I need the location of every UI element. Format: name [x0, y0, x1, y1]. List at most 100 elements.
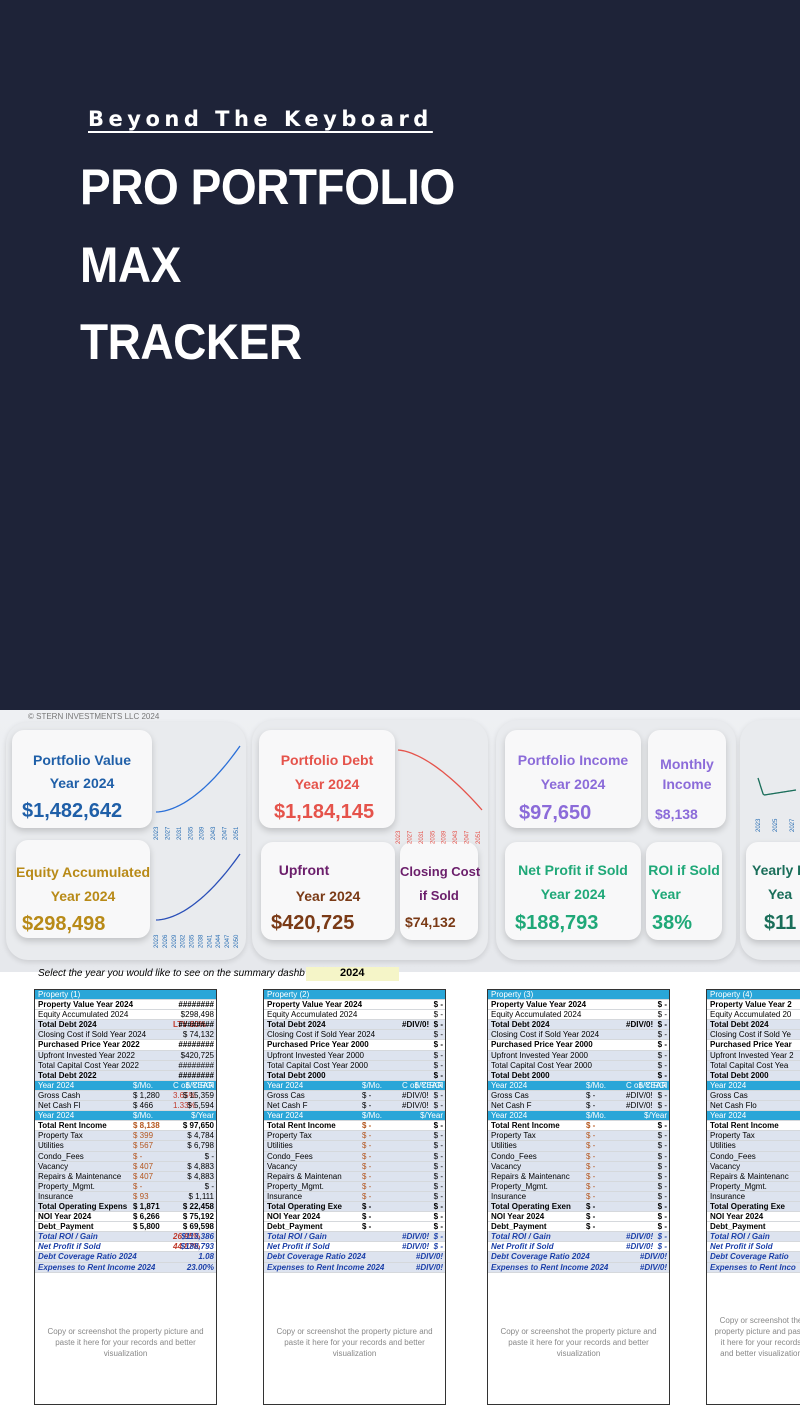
property-card-4[interactable]: Property (4) Property Value Year 2 Equity …: [706, 989, 800, 1405]
table-cell: $/Mo.: [133, 1080, 154, 1090]
table-cell: 3.65%: [173, 1090, 196, 1100]
card-upfront[interactable]: Upfront Year 2024 $420,725: [261, 842, 395, 940]
year-tick-label: 2035: [430, 830, 436, 844]
property-card-2[interactable]: Property (2) Property Value Year 2024 $ -E…: [263, 989, 446, 1405]
dashboard-group-value: Portfolio Value Year 2024 $1,482,642 Equ…: [6, 722, 246, 960]
table-cell: Closing Cost if Sold Year 2024: [491, 1030, 600, 1040]
card-equity[interactable]: Equity Accumulated Year 2024 $298,498: [16, 840, 150, 938]
card-net-profit[interactable]: Net Profit if Sold Year 2024 $188,793: [505, 842, 641, 940]
table-cell: Total Debt 2024: [267, 1020, 326, 1030]
table-row: Upfront Invested Year 2000 $ -: [264, 1050, 445, 1061]
table-row: Property Tax $ 399 $ 4,784: [35, 1131, 216, 1142]
card-title-2: if Sold: [419, 888, 459, 903]
table-cell: $ 399: [133, 1131, 154, 1141]
table-row: Debt Coverage Ratio 2024 1.08: [35, 1252, 216, 1263]
table-cell: Utilities: [267, 1141, 293, 1151]
table-row: Year 2024 $/Mo. C on C ROI $/YEAR: [264, 1080, 445, 1091]
property-name-header: Property (4): [707, 990, 800, 1001]
table-cell: Property Tax: [38, 1131, 83, 1141]
table-cell: $ -: [586, 1131, 596, 1141]
table-cell: $ 407: [133, 1161, 154, 1171]
table-cell: Year 2024: [38, 1111, 75, 1121]
card-portfolio-income[interactable]: Portfolio Income Year 2024 $97,650: [505, 730, 641, 828]
table-cell: Vacancy: [267, 1161, 298, 1171]
table-cell: Debt Coverage Ratio 2024: [38, 1252, 137, 1262]
table-row: Condo_Fees $ - $ -: [488, 1151, 669, 1162]
year-tick-label: 2031: [177, 826, 183, 840]
table-cell: $ 6,266: [133, 1212, 160, 1222]
table-row: Property_Mgmt. $ - $ -: [35, 1181, 216, 1192]
card-value: $420,725: [271, 912, 355, 934]
table-cell: Total ROI / Gain: [710, 1232, 770, 1242]
card-monthly-income[interactable]: Monthly Income $8,138: [648, 730, 726, 828]
table-row: Purchased Price Year 2000 $ -: [264, 1040, 445, 1051]
property-card-1[interactable]: Property (1) Property Value Year 2024 ####…: [34, 989, 217, 1405]
table-row: Net Profit if Sold 44.87% $188,793: [35, 1242, 216, 1253]
table-cell: $ 4,883: [187, 1171, 214, 1181]
table-cell: Insurance: [267, 1191, 303, 1201]
table-cell: ########: [178, 1070, 214, 1080]
card-portfolio-debt[interactable]: Portfolio Debt Year 2024 $1,184,145: [259, 730, 395, 828]
card-closing-cost[interactable]: Closing Cost if Sold $74,132: [400, 842, 480, 940]
table-row: Property_Mgmt. $ - $ -: [264, 1181, 445, 1192]
table-row: Closing Cost if Sold Year 2024 $ -: [488, 1030, 669, 1041]
year-select-input[interactable]: 2024: [306, 967, 399, 981]
table-cell: Expenses to Rent Income 2024: [38, 1262, 156, 1272]
table-row: Vacancy $ - $ -: [488, 1161, 669, 1172]
table-cell: $/YEAR: [185, 1080, 214, 1090]
table-row: Debt_Payment $ - $ -: [264, 1222, 445, 1233]
year-tick-label: 2035: [190, 934, 196, 948]
property-card-3[interactable]: Property (3) Property Value Year 2024 $ -E…: [487, 989, 670, 1405]
table-cell: $ -: [657, 1020, 667, 1030]
table-cell: 1.08: [198, 1252, 214, 1262]
card-roi-if-sold[interactable]: ROI if Sold Year 38%: [646, 842, 722, 940]
table-row: Total Debt 2024: [707, 1020, 800, 1031]
table-cell: Repairs & Maintenanc: [710, 1171, 789, 1181]
table-cell: Net Profit if Sold: [38, 1242, 101, 1252]
table-row: Vacancy $ - $ -: [264, 1161, 445, 1172]
dashboard-group-income: Portfolio Income Year 2024 $97,650 Month…: [496, 720, 736, 960]
property-name: Property (1): [38, 990, 81, 999]
table-row: Debt_Payment $ 5,800 $ 69,598: [35, 1222, 216, 1233]
table-cell: $ -: [362, 1090, 372, 1100]
table-cell: $ -: [362, 1151, 372, 1161]
card-title: Yearly P: [752, 862, 800, 878]
card-yearly-profit[interactable]: Yearly P Yea $11: [746, 842, 800, 940]
table-cell: $ -: [433, 1161, 443, 1171]
property-picture-placeholder[interactable]: Copy or screenshot the property picture …: [276, 1327, 433, 1358]
table-cell: $ -: [433, 1222, 443, 1232]
table-cell: $/YEAR: [414, 1080, 443, 1090]
table-row: Property_Mgmt. $ - $ -: [488, 1181, 669, 1192]
table-cell: #DIV/0!: [626, 1232, 654, 1242]
table-cell: $ -: [433, 1131, 443, 1141]
property-picture-placeholder[interactable]: Copy or screenshot the property picture …: [500, 1327, 657, 1358]
table-cell: $ 75,192: [182, 1212, 214, 1222]
table-cell: $ -: [586, 1181, 596, 1191]
table-cell: #DIV/0!: [402, 1242, 430, 1252]
table-cell: $ -: [433, 1000, 443, 1010]
property-picture-placeholder[interactable]: Copy or screenshot the property picture …: [47, 1327, 204, 1358]
table-row: Condo_Fees $ - $ -: [264, 1151, 445, 1162]
table-cell: $ -: [362, 1191, 372, 1201]
table-cell: Equity Accumulated 2024: [267, 1010, 358, 1020]
table-cell: #DIV/0!: [415, 1252, 443, 1262]
table-row: Property Value Year 2: [707, 1000, 800, 1011]
table-row: Property Value Year 2024 $ -: [264, 1000, 445, 1011]
table-cell: $ -: [586, 1151, 596, 1161]
trend-line: [155, 745, 241, 813]
table-row: NOI Year 2024: [707, 1212, 800, 1223]
table-cell: $ -: [362, 1101, 372, 1111]
table-cell: $ -: [433, 1141, 443, 1151]
property-picture-placeholder[interactable]: Copy or screenshot the property picture …: [714, 1316, 800, 1358]
table-row: Property Tax $ - $ -: [488, 1131, 669, 1142]
card-year: Year 2024: [294, 776, 360, 792]
card-year: Year 2024: [295, 888, 361, 904]
table-cell: $ -: [433, 1171, 443, 1181]
table-cell: Insurance: [710, 1191, 746, 1201]
table-cell: $/Year: [644, 1111, 667, 1121]
table-cell: Total Operating Exen: [491, 1201, 571, 1211]
table-row: Gross Cas$ -: [707, 1090, 800, 1102]
table-row: Condo_Fees $ - $ -: [35, 1151, 216, 1162]
card-portfolio-value[interactable]: Portfolio Value Year 2024 $1,482,642: [12, 730, 152, 828]
table-row: Net Profit if Sold #DIV/0! $ -: [264, 1242, 445, 1253]
